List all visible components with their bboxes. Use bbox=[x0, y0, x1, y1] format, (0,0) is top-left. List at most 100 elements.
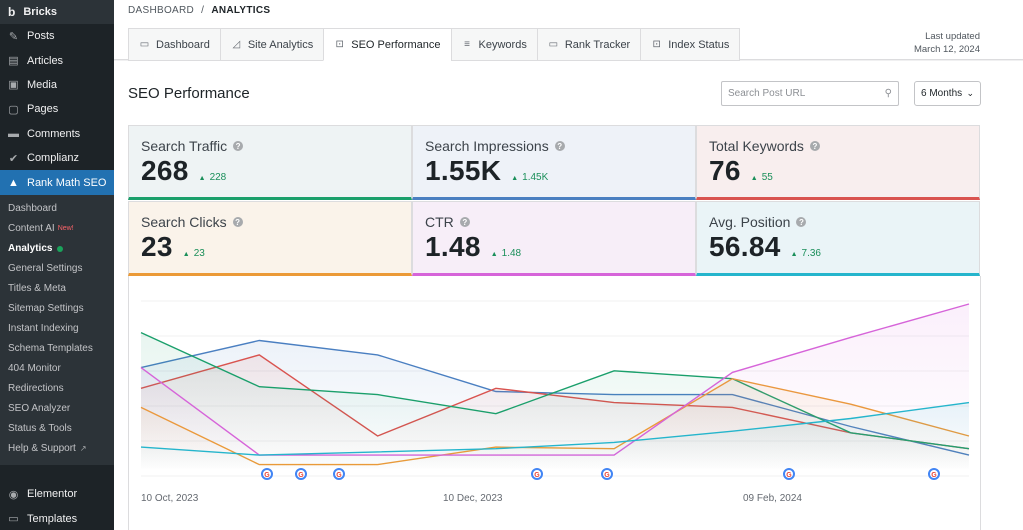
google-glyph: G bbox=[604, 472, 610, 479]
stat-card-search-impressions[interactable]: Search Impressions? 1.55K ▲ 1.45K bbox=[412, 125, 696, 200]
stat-card-search-traffic[interactable]: Search Traffic? 268 ▲ 228 bbox=[128, 125, 412, 200]
check-icon: ✔ bbox=[8, 152, 19, 165]
google-marker[interactable]: G bbox=[783, 468, 795, 480]
submenu-item-sitemap-settings[interactable]: Sitemap Settings bbox=[0, 299, 114, 319]
stat-value-row: 1.48 ▲ 1.48 bbox=[425, 231, 683, 263]
sidebar-menu: ✎ Posts ▤ Articles ▣ Media ▢ Pages ▬ Comments… bbox=[0, 24, 114, 195]
folder-icon: ▭ bbox=[8, 513, 19, 526]
sidebar-item-label: Complianz bbox=[27, 152, 79, 165]
period-select[interactable]: 6 Months ⌄ bbox=[914, 81, 981, 106]
stat-card-search-clicks[interactable]: Search Clicks? 23 ▲ 23 bbox=[128, 201, 412, 276]
submenu-item-content-ai[interactable]: Content AI New! bbox=[0, 219, 114, 239]
help-icon[interactable]: ? bbox=[233, 141, 244, 151]
submenu-item-dashboard[interactable]: Dashboard bbox=[0, 199, 114, 219]
sidebar-item-rank-math-seo[interactable]: ▲ Rank Math SEO bbox=[0, 170, 114, 195]
submenu-item-redirections[interactable]: Redirections bbox=[0, 379, 114, 399]
google-glyph: G bbox=[786, 472, 792, 479]
sidebar-item-pages[interactable]: ▢ Pages bbox=[0, 97, 114, 121]
sidebar-item-templates[interactable]: ▭ Templates bbox=[0, 506, 114, 530]
submenu-item-label: SEO Analyzer bbox=[8, 403, 71, 415]
google-glyph: G bbox=[264, 472, 270, 479]
stat-card-avg-position[interactable]: Avg. Position? 56.84 ▲ 7.36 bbox=[696, 201, 980, 276]
pages-icon: ▢ bbox=[8, 103, 19, 116]
submenu-item-label: Dashboard bbox=[8, 203, 57, 215]
tab-seo-performance[interactable]: ⊡ SEO Performance bbox=[323, 28, 451, 61]
sidebar-item-complianz[interactable]: ✔ Complianz bbox=[0, 146, 114, 170]
help-icon[interactable]: ? bbox=[796, 217, 807, 227]
google-glyph: G bbox=[298, 472, 304, 479]
document-icon: ▤ bbox=[8, 55, 19, 68]
arrow-up-icon: ▲ bbox=[182, 251, 190, 258]
period-selected: 6 Months bbox=[921, 88, 963, 99]
help-icon[interactable]: ? bbox=[459, 217, 470, 227]
search-placeholder: Search Post URL bbox=[728, 88, 806, 99]
stat-card-total-keywords[interactable]: Total Keywords? 76 ▲ 55 bbox=[696, 125, 980, 200]
submenu-item-help-support[interactable]: Help & Support ↗ bbox=[0, 439, 114, 459]
google-glyph: G bbox=[534, 472, 540, 479]
x-tick-label: 10 Oct, 2023 bbox=[141, 493, 199, 504]
sidebar-item-label: Rank Math SEO bbox=[27, 176, 107, 189]
tab-site-analytics[interactable]: ◿ Site Analytics bbox=[219, 28, 324, 61]
analytics-header: DASHBOARD / ANALYTICS ▭ Dashboard ◿ Site A… bbox=[114, 0, 1023, 61]
stat-value: 76 bbox=[709, 155, 741, 186]
sidebar-item-media[interactable]: ▣ Media bbox=[0, 73, 114, 97]
series-line-5[interactable] bbox=[140, 401, 970, 456]
monitor-icon: ▭ bbox=[139, 39, 150, 50]
stat-label-text: Search Impressions bbox=[425, 138, 549, 154]
submenu-item-analytics[interactable]: Analytics bbox=[0, 239, 114, 259]
submenu-item-label: Analytics bbox=[8, 243, 53, 255]
google-marker[interactable]: G bbox=[333, 468, 345, 480]
google-icon bbox=[295, 468, 307, 480]
stat-label: Search Traffic? bbox=[141, 138, 399, 154]
sidebar-item-label: Pages bbox=[27, 103, 59, 116]
scan-icon: ⊡ bbox=[652, 39, 661, 50]
breadcrumb: DASHBOARD / ANALYTICS bbox=[128, 5, 270, 16]
sidebar-item-posts[interactable]: ✎ Posts bbox=[0, 24, 114, 48]
sidebar-item-label: Comments bbox=[27, 127, 81, 140]
google-marker[interactable]: G bbox=[261, 468, 273, 480]
search-post-url-input[interactable]: Search Post URL ⚲ bbox=[721, 81, 899, 106]
stat-change: ▲ 1.48 bbox=[491, 248, 521, 259]
help-icon[interactable]: ? bbox=[809, 141, 820, 151]
help-icon[interactable]: ? bbox=[232, 217, 243, 227]
google-marker[interactable]: G bbox=[531, 468, 543, 480]
breadcrumb-root[interactable]: DASHBOARD bbox=[128, 5, 195, 16]
stat-change-value: 23 bbox=[193, 248, 205, 259]
help-icon[interactable]: ? bbox=[554, 141, 565, 151]
sidebar-item-label: Posts bbox=[27, 30, 55, 43]
stat-label-text: Avg. Position bbox=[709, 214, 791, 230]
google-marker[interactable]: G bbox=[928, 468, 940, 480]
tab-keywords[interactable]: ≡ Keywords bbox=[450, 28, 537, 61]
submenu-item-general-settings[interactable]: General Settings bbox=[0, 259, 114, 279]
admin-sidebar: b Bricks ✎ Posts ▤ Articles ▣ Media ▢ Pages … bbox=[0, 0, 114, 530]
tab-index-status[interactable]: ⊡ Index Status bbox=[640, 28, 741, 61]
site-brand[interactable]: b Bricks bbox=[0, 0, 114, 24]
tab-dashboard[interactable]: ▭ Dashboard bbox=[128, 28, 220, 61]
submenu-item-label: Content AI bbox=[8, 223, 55, 235]
submenu-item-instant-indexing[interactable]: Instant Indexing bbox=[0, 319, 114, 339]
google-marker[interactable]: G bbox=[601, 468, 613, 480]
submenu-item-titles-meta[interactable]: Titles & Meta bbox=[0, 279, 114, 299]
sidebar-item-label: Templates bbox=[27, 512, 78, 525]
last-updated-label: Last updated bbox=[925, 31, 980, 42]
stat-label-text: CTR bbox=[425, 214, 454, 230]
submenu-item-404-monitor[interactable]: 404 Monitor bbox=[0, 359, 114, 379]
x-tick-label: 10 Dec, 2023 bbox=[443, 493, 503, 504]
google-marker[interactable]: G bbox=[295, 468, 307, 480]
series-area-5 bbox=[141, 402, 969, 471]
sidebar-item-elementor[interactable]: ◉ Elementor bbox=[0, 482, 114, 506]
submenu-item-label: Status & Tools bbox=[8, 423, 72, 435]
tab-rank-tracker[interactable]: ▭ Rank Tracker bbox=[536, 28, 641, 61]
google-glyph: G bbox=[336, 472, 342, 479]
status-dot-icon bbox=[57, 245, 64, 252]
sidebar-item-comments[interactable]: ▬ Comments bbox=[0, 122, 114, 146]
sidebar-item-articles[interactable]: ▤ Articles bbox=[0, 48, 114, 72]
media-icon: ▣ bbox=[8, 79, 19, 92]
submenu-item-label: Schema Templates bbox=[8, 343, 93, 355]
submenu-item-status-tools[interactable]: Status & Tools bbox=[0, 419, 114, 439]
submenu-item-seo-analyzer[interactable]: SEO Analyzer bbox=[0, 399, 114, 419]
stat-card-ctr[interactable]: CTR? 1.48 ▲ 1.48 bbox=[412, 201, 696, 276]
stat-label: Avg. Position? bbox=[709, 214, 967, 230]
submenu-item-schema-templates[interactable]: Schema Templates bbox=[0, 339, 114, 359]
stat-value-row: 1.55K ▲ 1.45K bbox=[425, 155, 683, 187]
